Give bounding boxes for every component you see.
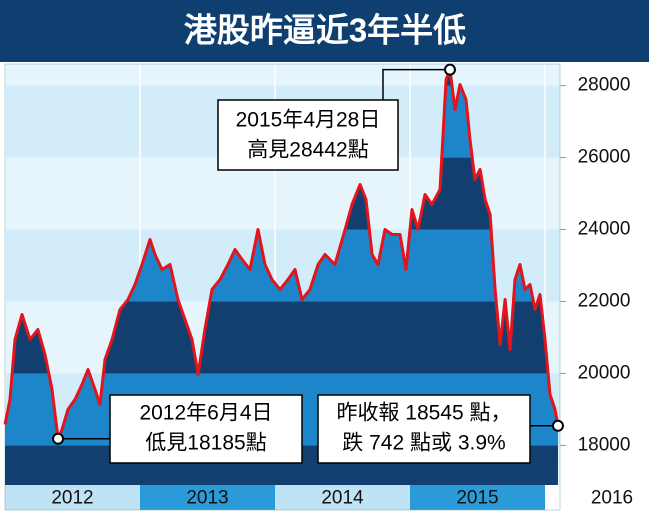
annotation-text: 跌 742 點或 3.9%	[342, 432, 505, 455]
annotation-box	[217, 99, 399, 171]
x-tick-label: 2016	[591, 488, 633, 509]
y-tick-label: 24000	[578, 219, 631, 240]
year-strip	[410, 485, 546, 510]
y-tick-label: 28000	[578, 75, 631, 96]
annotation-text: 低見18185點	[145, 432, 266, 455]
title-bar	[0, 0, 649, 62]
year-strip	[545, 485, 560, 510]
marks	[3, 63, 564, 445]
x-tick-label: 2015	[456, 488, 498, 509]
annotation-text: 昨收報 18545 點，	[336, 402, 511, 425]
year-strip	[140, 485, 276, 510]
y-tick-label: 26000	[578, 147, 631, 168]
chart-title: 港股昨逼近3年半低	[184, 12, 466, 49]
background-band	[5, 64, 560, 86]
line	[3, 68, 560, 441]
annotation-box	[317, 394, 531, 464]
y-tick-label: 20000	[578, 362, 631, 383]
annotation-dot	[551, 419, 564, 432]
annotation-text: 2015年4月28日	[236, 109, 381, 132]
annotation-text: 2012年6月4日	[139, 402, 272, 425]
annotation-box	[109, 394, 303, 464]
y-tick-label: 22000	[578, 291, 631, 312]
annotation-text: 高見28442點	[247, 139, 368, 162]
annotations: 2015年4月28日 高見28442點 2012年6月4日 低見18185點 昨…	[109, 99, 531, 464]
x-tick-label: 2013	[186, 488, 228, 509]
year-strip	[5, 485, 141, 510]
annotation-leader	[382, 68, 450, 100]
plot-frame	[4, 63, 561, 511]
year-strip	[275, 485, 411, 510]
y-tick-label: 18000	[578, 434, 631, 455]
x-tick-label: 2012	[51, 488, 93, 509]
annotation-dot	[443, 63, 456, 76]
annotation-dot	[52, 432, 65, 445]
x-tick-label: 2014	[321, 488, 364, 509]
